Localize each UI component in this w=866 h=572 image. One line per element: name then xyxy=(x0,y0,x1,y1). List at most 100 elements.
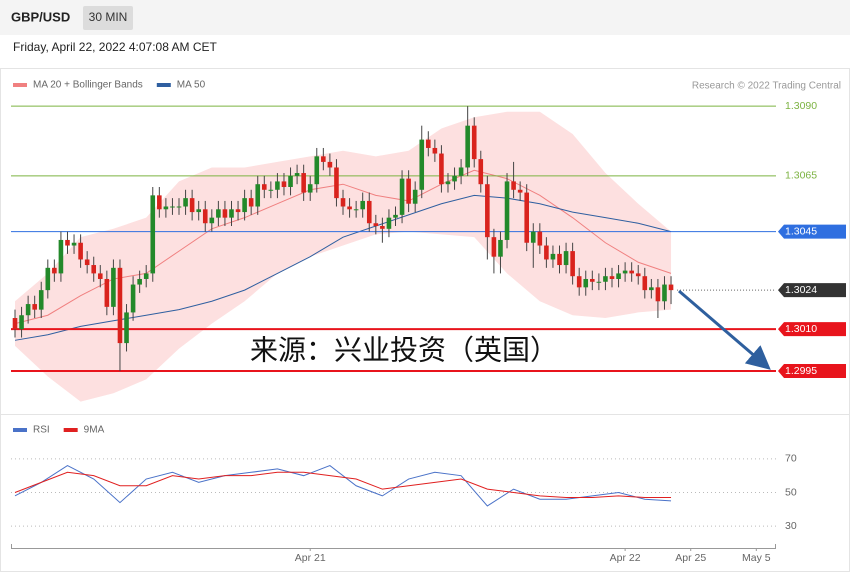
candle-body xyxy=(91,265,97,274)
x-tick-label: Apr 21 xyxy=(295,552,326,564)
candle-body xyxy=(465,125,470,168)
candle-body xyxy=(622,270,628,274)
rsi-line xyxy=(14,471,672,499)
price-panel: 1.3090 1.3065 1.3045 1.3024 1.3010 1.2995 MA 2… xyxy=(11,80,846,402)
candle-body xyxy=(196,209,201,213)
level-label-box xyxy=(778,363,846,378)
timeframe: 30 MIN xyxy=(89,10,128,24)
candle-body xyxy=(590,278,595,282)
rsi-tick-label: 70 xyxy=(785,453,797,465)
candle-body xyxy=(576,276,582,288)
candle-body xyxy=(71,242,77,246)
candle-body xyxy=(58,239,64,274)
candle-body xyxy=(393,214,398,218)
legend-swatch xyxy=(13,428,27,432)
candle-body xyxy=(380,226,385,229)
candle-body xyxy=(130,284,136,313)
x-tick-label: May 5 xyxy=(742,552,771,564)
candle-body xyxy=(491,237,497,257)
level-label: 1.2995 xyxy=(785,365,817,377)
candle-body xyxy=(544,245,549,260)
candle-body xyxy=(19,315,24,330)
candle-body xyxy=(563,251,569,266)
candle-body xyxy=(609,276,615,279)
candle-body xyxy=(537,231,543,246)
candle-body xyxy=(353,209,359,211)
candle-body xyxy=(321,156,326,162)
x-tick-label: Apr 25 xyxy=(675,552,706,564)
candle-body xyxy=(65,239,70,246)
candle-body xyxy=(327,161,333,168)
candle-body xyxy=(386,217,392,229)
legend-swatch xyxy=(13,83,27,87)
candle-body xyxy=(137,278,142,285)
candle-body xyxy=(498,239,503,257)
candle-body xyxy=(301,173,306,193)
candle-body xyxy=(550,253,556,260)
level-label: 1.3065 xyxy=(785,170,817,182)
candle-body xyxy=(275,181,280,190)
candle-body xyxy=(596,281,602,283)
candle-body xyxy=(209,217,215,224)
candle-body xyxy=(229,209,234,218)
candle-body xyxy=(629,270,634,274)
chart-title: GBP/USD xyxy=(11,9,70,24)
candle-body xyxy=(635,273,641,277)
candle-body xyxy=(432,147,438,154)
rsi-tick-label: 50 xyxy=(785,486,797,498)
candle-body xyxy=(399,178,405,215)
candle-body xyxy=(478,159,484,185)
candle-body xyxy=(124,312,129,344)
legend-swatch xyxy=(156,83,171,87)
candle-body xyxy=(183,198,188,207)
candle-body xyxy=(452,175,457,182)
source: Research © 2022 Trading Central xyxy=(692,81,841,92)
candle-body xyxy=(524,192,530,243)
candle-body xyxy=(439,153,444,185)
candle-body xyxy=(104,278,110,307)
legend-label: MA 20 + Bollinger Bands xyxy=(33,80,143,91)
candle-body xyxy=(150,195,156,274)
candle-body xyxy=(373,223,379,227)
candle-body xyxy=(471,125,477,160)
candle-body xyxy=(248,198,254,207)
candle-body xyxy=(668,284,674,291)
x-tick-label: Apr 22 xyxy=(610,552,641,564)
candle-body xyxy=(530,231,536,243)
candle-body xyxy=(97,273,103,279)
candle-body xyxy=(202,209,208,224)
level-label-box xyxy=(778,224,846,239)
candle-body xyxy=(419,139,425,190)
timeframe-box xyxy=(83,6,133,30)
legend-swatch xyxy=(63,428,78,432)
level-label: 1.3090 xyxy=(785,100,817,112)
candle-body xyxy=(294,173,300,176)
candle-body xyxy=(307,184,313,193)
candle-body xyxy=(111,267,116,307)
forecast-arrow xyxy=(678,289,771,370)
legend-label: MA 50 xyxy=(177,80,206,91)
candle-body xyxy=(143,273,149,279)
candle-body xyxy=(458,167,464,176)
level-label: 1.3010 xyxy=(785,323,817,335)
candle-body xyxy=(222,209,228,218)
header-bar xyxy=(0,0,850,35)
candle-body xyxy=(655,287,661,302)
candle-body xyxy=(649,287,654,291)
candle-body xyxy=(170,206,175,208)
candle-body xyxy=(261,184,267,190)
candle-body xyxy=(334,167,339,199)
candle-body xyxy=(281,181,287,187)
candle-body xyxy=(366,200,372,224)
level-label: 1.3045 xyxy=(785,225,817,237)
level-label: 1.3024 xyxy=(785,284,817,296)
candle-body xyxy=(603,276,608,282)
candle-body xyxy=(406,178,411,204)
legend-label: 9MA xyxy=(84,425,105,436)
annotation: 来源：兴业投资（英国） xyxy=(250,334,558,365)
candle-body xyxy=(157,195,162,210)
rsi-panel: RSI 9MA 30 50 70 xyxy=(11,425,797,532)
candle-body xyxy=(347,206,352,210)
candle-body xyxy=(616,273,621,279)
